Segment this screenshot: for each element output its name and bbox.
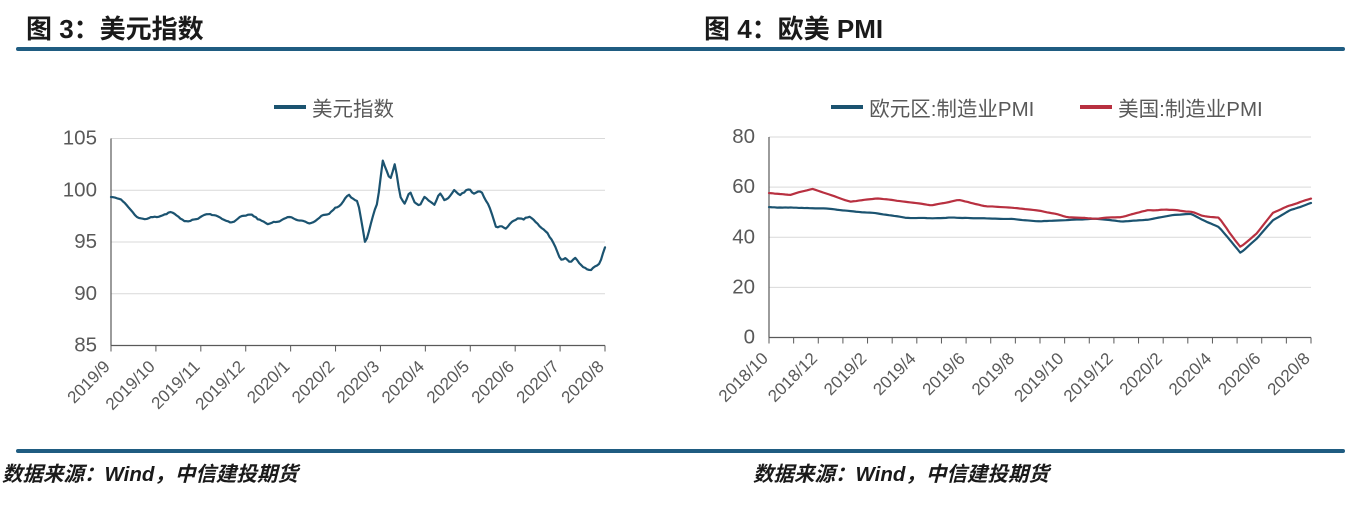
svg-text:2020/4: 2020/4 xyxy=(1165,349,1215,399)
svg-text:2019/10: 2019/10 xyxy=(102,357,159,414)
svg-text:2020/2: 2020/2 xyxy=(288,357,338,407)
svg-text:2018/12: 2018/12 xyxy=(764,349,821,406)
svg-text:2020/1: 2020/1 xyxy=(243,357,293,407)
svg-text:2019/2: 2019/2 xyxy=(820,349,870,399)
svg-text:2020/6: 2020/6 xyxy=(1214,349,1264,399)
svg-text:2018/10: 2018/10 xyxy=(715,349,772,406)
svg-text:95: 95 xyxy=(74,230,97,253)
svg-text:40: 40 xyxy=(732,225,755,248)
svg-text:0: 0 xyxy=(744,326,755,349)
svg-text:2020/7: 2020/7 xyxy=(513,357,563,407)
svg-text:2020/4: 2020/4 xyxy=(378,357,428,407)
svg-text:2020/6: 2020/6 xyxy=(468,357,518,407)
svg-text:20: 20 xyxy=(732,275,755,298)
svg-text:80: 80 xyxy=(732,125,755,148)
svg-text:2019/12: 2019/12 xyxy=(1060,349,1117,406)
svg-text:2020/8: 2020/8 xyxy=(558,357,608,407)
svg-text:90: 90 xyxy=(74,282,97,305)
svg-text:2019/4: 2019/4 xyxy=(869,349,919,399)
svg-text:2019/12: 2019/12 xyxy=(192,357,249,414)
svg-text:2020/8: 2020/8 xyxy=(1264,349,1314,399)
svg-text:2019/10: 2019/10 xyxy=(1011,349,1068,406)
svg-text:60: 60 xyxy=(732,175,755,198)
svg-text:2019/6: 2019/6 xyxy=(919,349,969,399)
svg-text:85: 85 xyxy=(74,334,97,357)
svg-text:2020/3: 2020/3 xyxy=(333,357,383,407)
svg-text:2020/5: 2020/5 xyxy=(423,357,473,407)
svg-text:105: 105 xyxy=(63,127,97,150)
svg-text:100: 100 xyxy=(63,178,97,201)
svg-text:2020/2: 2020/2 xyxy=(1116,349,1166,399)
